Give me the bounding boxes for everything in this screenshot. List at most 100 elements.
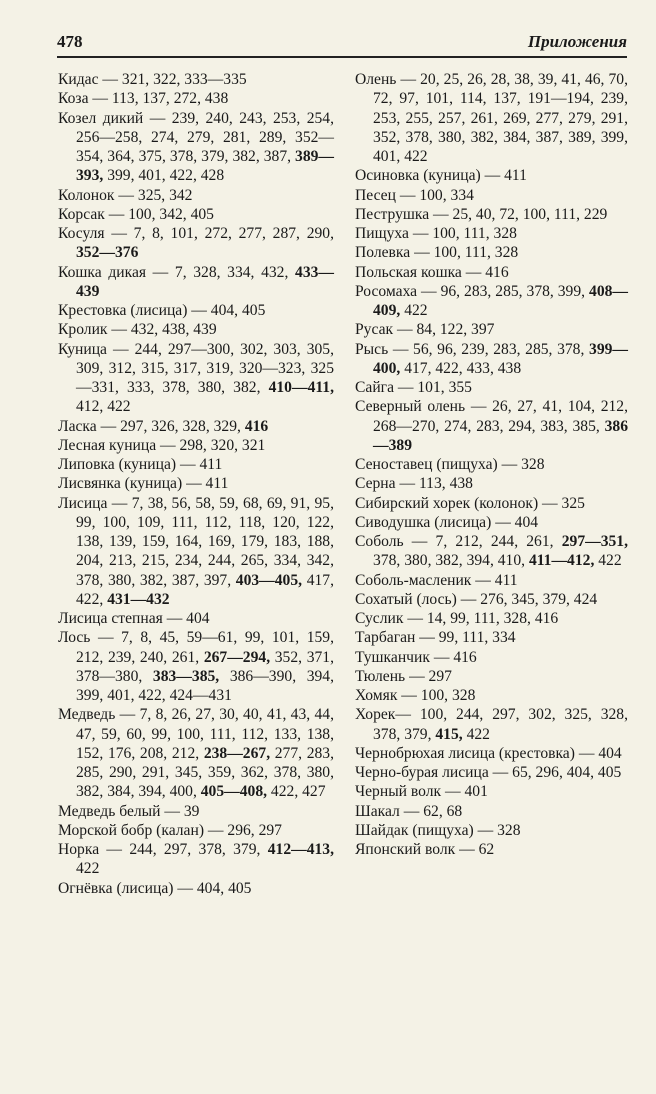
index-entry: Медведь белый — 39: [58, 802, 334, 821]
entry-text: Медведь — 7, 8, 26, 27, 30, 40, 41, 43, …: [58, 706, 334, 762]
index-entry: Рысь — 56, 96, 239, 283, 285, 378, 399—4…: [355, 340, 628, 379]
entry-text: Суслик — 14, 99, 111, 328, 416: [355, 610, 559, 627]
index-entry: Лось — 7, 8, 45, 59—61, 99, 101, 159, 21…: [58, 628, 334, 705]
entry-text: Сеноставец (пищуха) — 328: [355, 456, 545, 473]
entry-text: 422: [462, 725, 490, 743]
entry-text: 422: [76, 860, 100, 878]
entry-text: Серна — 113, 438: [355, 475, 473, 493]
entry-text: Шайдак (пищуха) — 328: [355, 821, 521, 839]
entry-text: Польская кошка — 416: [355, 263, 509, 281]
index-entry: Медведь — 7, 8, 26, 27, 30, 40, 41, 43, …: [58, 705, 334, 801]
index-entry: Коза — 113, 137, 272, 438: [58, 89, 334, 108]
index-entry: Лисвянка (куница) — 411: [58, 474, 334, 493]
entry-text: Лисвянка (куница) — 411: [58, 475, 229, 493]
entry-text: Пеструшка — 25, 40, 72, 100, 111, 229: [355, 205, 608, 223]
entry-text: Лисица степная — 404: [58, 610, 210, 627]
entry-text: Японский волк — 62: [355, 841, 495, 858]
entry-text: Кидас — 321, 322, 333—335: [58, 71, 247, 88]
bold-page-ref: 411—412,: [528, 552, 595, 570]
entry-text: Соболь — 7, 212, 244, 261,: [355, 533, 562, 550]
bold-page-ref: 433—439: [76, 263, 334, 300]
entry-text: Тюлень — 297: [355, 667, 452, 685]
bold-page-ref: 386—389: [373, 417, 628, 454]
section-title: Приложения: [527, 32, 627, 51]
entry-text: Куница — 244, 297—300, 302, 303, 305, 30…: [58, 340, 334, 397]
index-entry: Чернобрюхая лисица (крестовка) — 404: [355, 744, 628, 763]
index-entry: Лисица — 7, 38, 56, 58, 59, 68, 69, 91, …: [58, 494, 334, 610]
index-entry: Польская кошка — 416: [355, 263, 628, 282]
entry-text: Сайга — 101, 355: [355, 379, 472, 396]
index-entry: Северный олень — 26, 27, 41, 104, 212, 2…: [355, 397, 628, 455]
entry-text: Лесная куница — 298, 320, 321: [58, 436, 266, 454]
index-entry: Норка — 244, 297, 378, 379, 412—413, 422: [58, 840, 334, 879]
index-column-right: Олень — 20, 25, 26, 28, 38, 39, 41, 46, …: [355, 70, 628, 859]
index-entry: Корсак — 100, 342, 405: [58, 205, 334, 224]
entry-text: 277, 283, 285, 290, 291, 345, 359, 362, …: [76, 744, 334, 801]
entry-text: 422: [400, 302, 428, 319]
entry-text: Корсак — 100, 342, 405: [58, 205, 214, 223]
bold-page-ref: 267—294,: [203, 648, 271, 666]
entry-text: Кошка дикая — 7, 328, 334, 432,: [58, 263, 296, 281]
entry-text: Черный волк — 401: [355, 783, 488, 801]
entry-text: Коза — 113, 137, 272, 438: [58, 90, 229, 108]
index-entry: Липовка (куница) — 411: [58, 455, 334, 474]
index-entry: Сеноставец (пищуха) — 328: [355, 455, 628, 474]
entry-text: Морской бобр (калан) — 296, 297: [58, 821, 282, 839]
index-entry: Кошка дикая — 7, 328, 334, 432, 433—439: [58, 263, 334, 302]
entry-text: Осиновка (куница) — 411: [355, 167, 527, 185]
entry-text: 412, 422: [76, 398, 131, 416]
entry-text: Тушканчик — 416: [355, 648, 477, 666]
entry-text: 422: [594, 552, 622, 570]
page-number: 478: [57, 32, 83, 51]
entry-text: Соболь-масленик — 411: [355, 571, 518, 589]
bold-page-ref: 389—393,: [76, 148, 334, 185]
entry-text: Крестовка (лисица) — 404, 405: [58, 302, 266, 319]
bold-page-ref: 238—267,: [203, 744, 271, 762]
entry-text: 399, 401, 422, 428: [103, 167, 225, 185]
entry-text: Сиводушка (лисица) — 404: [355, 513, 539, 531]
index-entry: Черный волк — 401: [355, 782, 628, 801]
entry-text: Чернобрюхая лисица (крестовка) — 404: [355, 744, 622, 762]
entry-text: Русак — 84, 122, 397: [355, 321, 495, 339]
entry-text: Кролик — 432, 438, 439: [58, 321, 217, 339]
index-entry: Кидас — 321, 322, 333—335: [58, 70, 334, 89]
index-entry: Ласка — 297, 326, 328, 329, 416: [58, 417, 334, 436]
entry-text: Хорек— 100, 244, 297, 302, 325, 328, 378…: [355, 706, 628, 743]
index-column-left: Кидас — 321, 322, 333—335 Коза — 113, 137…: [58, 70, 334, 898]
index-entry: Лисица степная — 404: [58, 609, 334, 628]
entry-text: Лисица — 7, 38, 56, 58, 59, 68, 69, 91, …: [58, 494, 334, 589]
entry-text: 386—390, 394, 399, 401, 422, 424—431: [76, 667, 335, 704]
running-header: 478 Приложения: [57, 32, 627, 58]
index-entry: Крестовка (лисица) — 404, 405: [58, 301, 334, 320]
index-entry: Шакал — 62, 68: [355, 802, 628, 821]
index-entry: Соболь-масленик — 411: [355, 571, 628, 590]
bold-page-ref: 403—405,: [235, 571, 303, 589]
index-entry: Песец — 100, 334: [355, 186, 628, 205]
index-entry: Огнёвка (лисица) — 404, 405: [58, 879, 334, 898]
entry-text: Пищуха — 100, 111, 328: [355, 225, 517, 242]
entry-text: Огнёвка (лисица) — 404, 405: [58, 879, 252, 897]
bold-page-ref: 408—409,: [373, 282, 628, 319]
entry-text: Ласка — 297, 326, 328, 329,: [58, 417, 245, 435]
index-entry: Лесная куница — 298, 320, 321: [58, 436, 334, 455]
index-entry: Сиводушка (лисица) — 404: [355, 513, 628, 532]
index-entry: Полевка — 100, 111, 328: [355, 243, 628, 262]
bold-page-ref: 410—411,: [268, 379, 334, 396]
index-entry: Кролик — 432, 438, 439: [58, 320, 334, 339]
entry-text: Тарбаган — 99, 111, 334: [355, 629, 516, 647]
bold-page-ref: 412—413,: [267, 841, 334, 858]
index-entry: Русак — 84, 122, 397: [355, 320, 628, 339]
entry-text: Козел дикий — 239, 240, 243, 253, 254, 2…: [58, 109, 334, 166]
entry-text: Песец — 100, 334: [355, 186, 474, 204]
entry-text: Хомяк — 100, 328: [355, 687, 476, 704]
entry-text: 417, 422,: [76, 571, 334, 608]
index-entry: Пищуха — 100, 111, 328: [355, 224, 628, 243]
index-entry: Колонок — 325, 342: [58, 186, 334, 205]
index-entry: Сохатый (лось) — 276, 345, 379, 424: [355, 590, 628, 609]
entry-text: Шакал — 62, 68: [355, 802, 463, 820]
index-entry: Шайдак (пищуха) — 328: [355, 821, 628, 840]
entry-text: Полевка — 100, 111, 328: [355, 244, 519, 262]
index-entry: Японский волк — 62: [355, 840, 628, 859]
bold-page-ref: 416: [244, 417, 269, 435]
index-entry: Косуля — 7, 8, 101, 272, 277, 287, 290, …: [58, 224, 334, 263]
